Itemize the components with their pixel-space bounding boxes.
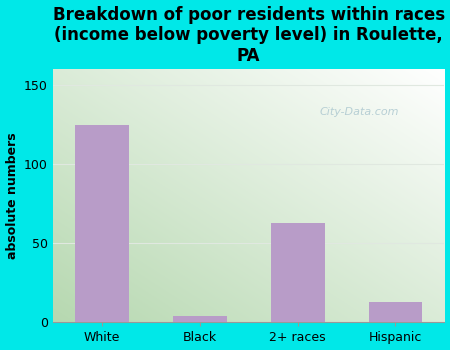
Bar (270, 223, 324, 322)
Title: Breakdown of poor residents within races
(income below poverty level) in Roulett: Breakdown of poor residents within races… (53, 6, 445, 65)
Bar (75, 125, 129, 322)
Text: City-Data.com: City-Data.com (319, 107, 399, 118)
Bar (369, 302, 423, 322)
Bar (173, 316, 227, 322)
Y-axis label: absolute numbers: absolute numbers (5, 133, 18, 259)
